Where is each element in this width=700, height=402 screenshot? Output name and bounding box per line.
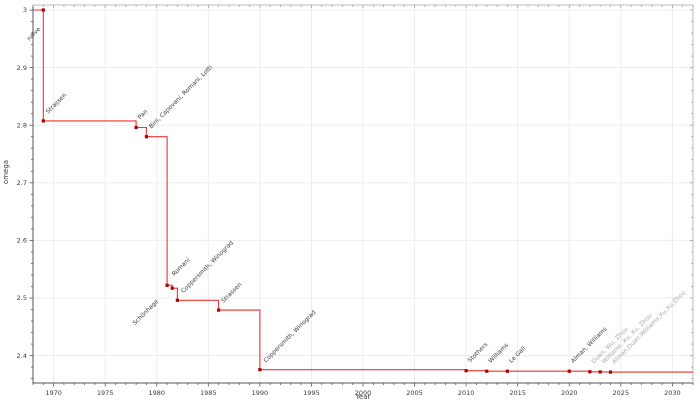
data-point-marker [170, 286, 174, 290]
x-tick-label: 1990 [252, 389, 269, 397]
x-tick-label: 2015 [509, 389, 526, 397]
x-tick-label: 1980 [148, 389, 165, 397]
y-tick-label: 2.7 [17, 179, 27, 187]
data-point-label: Strassen [45, 92, 69, 116]
data-point-label: Williams, Xu, Xu, Zhou [601, 312, 654, 365]
x-tick-label: 2030 [664, 389, 681, 397]
y-tick-label: 2.4 [17, 352, 27, 360]
data-point-label: Bini, Capovani, Romani, Lotti [148, 64, 214, 130]
data-point-marker [134, 125, 138, 130]
data-point-marker [485, 369, 489, 373]
x-axis-title: Year [355, 393, 371, 401]
data-point-marker [217, 308, 221, 312]
x-tick-label: 2010 [458, 389, 475, 397]
x-tick-label: 2000 [355, 389, 372, 397]
data-point-marker [258, 368, 262, 372]
data-point-marker [144, 135, 149, 139]
data-point-marker [567, 369, 571, 373]
x-tick-label: 2020 [561, 389, 578, 397]
data-point-label: Stothers [467, 341, 490, 364]
y-axis-title: omega [2, 159, 10, 185]
x-tick-label: 2025 [613, 389, 630, 397]
data-point-marker [175, 298, 179, 302]
data-point-label: Coppersmith, Winograd [180, 239, 235, 294]
data-point-marker [505, 369, 509, 373]
y-tick-label: 2.6 [17, 237, 27, 245]
data-point-marker [588, 370, 592, 374]
data-point-label: Pan [137, 108, 150, 121]
data-point-label: Schönhage [132, 298, 161, 327]
data-point-label: naive [26, 26, 43, 43]
x-tick-label: 2005 [406, 389, 423, 397]
x-tick-label: 1995 [303, 389, 320, 397]
data-point-marker [41, 8, 45, 12]
data-point-label: Strassen [220, 281, 244, 305]
data-point-marker [41, 119, 45, 123]
data-point-marker [598, 370, 602, 374]
omega-step-line [33, 9, 693, 373]
data-point-label: Williams [487, 342, 510, 365]
data-point-marker [464, 369, 468, 373]
y-tick-label: 3 [23, 6, 27, 14]
y-tick-label: 2.8 [17, 121, 27, 129]
x-tick-label: 1985 [200, 389, 217, 397]
data-point-label: Romani [171, 256, 192, 277]
data-point-marker [165, 283, 169, 287]
y-tick-label: 2.5 [17, 294, 27, 302]
y-tick-label: 2.9 [17, 64, 27, 72]
x-tick-label: 1970 [45, 389, 62, 397]
data-point-marker [608, 370, 613, 374]
x-tick-label: 1975 [97, 389, 114, 397]
